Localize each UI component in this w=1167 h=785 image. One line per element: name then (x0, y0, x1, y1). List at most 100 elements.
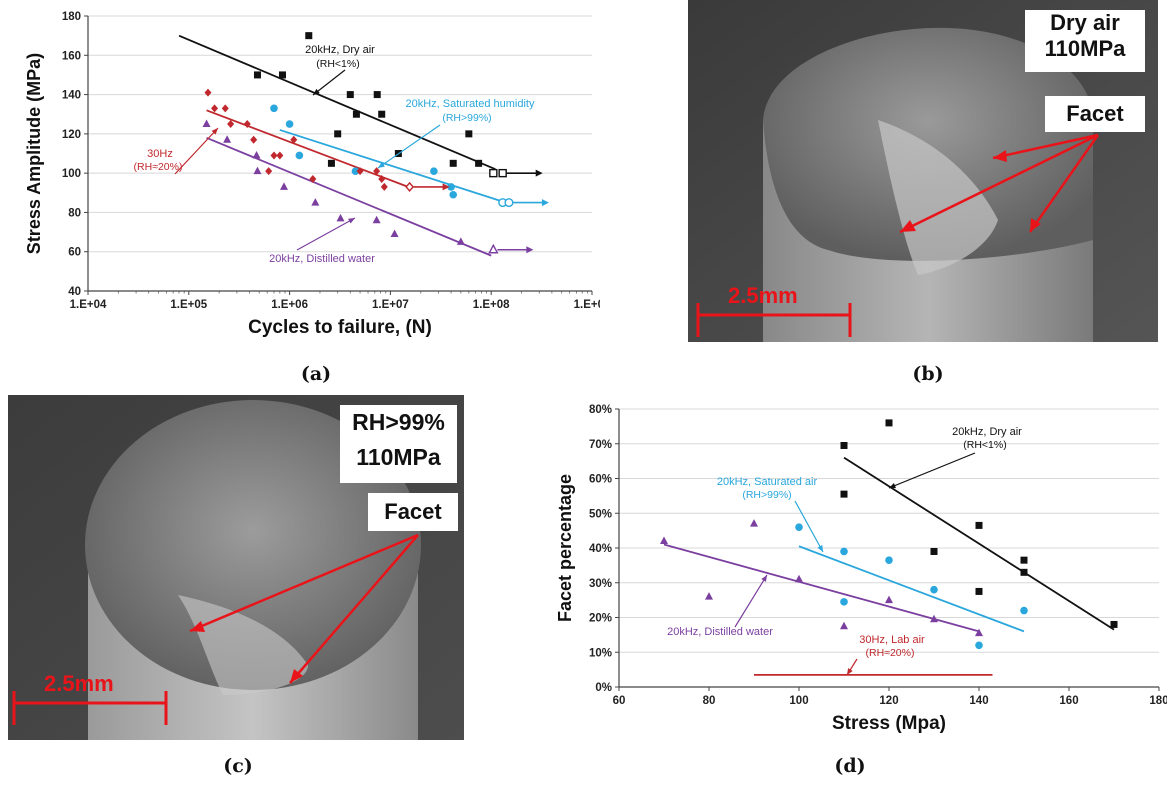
d-point-0 (1020, 568, 1028, 576)
d-xtick-label: 100 (789, 695, 808, 707)
a-point-3 (372, 215, 381, 224)
photo-b-facet-label: Facet (1045, 96, 1145, 132)
d-xlabel: Stress (Mpa) (832, 713, 946, 734)
d-point-2 (795, 574, 803, 583)
a-point-2 (221, 104, 229, 113)
d-ytick-label: 30% (589, 578, 612, 590)
a-point-3 (311, 198, 320, 206)
chart-a-panel: 40 60 80 100 120 140 160 180 1.E+04 1.E+05 1.E+06 1… (0, 0, 610, 350)
a-pointer-dry (312, 69, 346, 96)
a-label-dry: 20kHz, Dry air (305, 44, 375, 56)
a-point-0 (465, 130, 473, 138)
d-pointer-humid-head (817, 545, 823, 552)
a-point-2 (380, 182, 388, 191)
d-xtick-label: 60 (613, 695, 626, 707)
a-pointer-water-head (348, 218, 355, 224)
caption-d: (d) (834, 755, 866, 777)
a-ytick-label: 140 (62, 90, 81, 102)
d-pointer-dry-head (889, 483, 896, 489)
d-xtick-label: 160 (1059, 695, 1078, 707)
a-pointer-lab-head (211, 128, 218, 135)
a-point-2 (378, 175, 386, 184)
a-note-dry: (RH<1%) (316, 58, 359, 70)
a-point-1 (447, 183, 455, 191)
a-point-1 (430, 167, 438, 175)
a-xtick-label: 1.E+08 (473, 299, 510, 311)
photo-b-line1: Dry air (1050, 10, 1120, 35)
photo-b-arrows (696, 133, 1100, 337)
a-point-1 (449, 190, 458, 199)
photo-c-scale-bar-label: 2.5mm (44, 671, 114, 696)
d-xtick-label: 120 (879, 695, 898, 707)
a-ytick-label: 100 (62, 168, 81, 180)
d-xtick-label: 80 (703, 695, 716, 707)
a-point-0 (378, 110, 386, 118)
caption-b: (b) (912, 363, 944, 385)
a-point-1 (295, 151, 304, 160)
a-pointer-humid-head (378, 162, 385, 168)
d-point-1 (840, 547, 848, 556)
a-ytick-label: 80 (68, 207, 81, 219)
a-point-1 (351, 167, 360, 175)
d-point-0 (885, 419, 893, 427)
chart-d-panel: 0% 10% 20% 30% 40% 50% 60% 70% 80% 60 80 100 120 140 1… (555, 395, 1167, 745)
d-note-dry: (RH<1%) (963, 439, 1006, 451)
a-point-3 (390, 229, 399, 238)
a-note-lab: (RH≈20%) (134, 161, 183, 173)
photo-c-fracture-surface: RH>99% 110MPa Facet 2.5mm (8, 395, 464, 740)
a-point-2 (276, 151, 284, 160)
a-point-0 (373, 91, 381, 99)
a-pointer-lab (174, 127, 219, 175)
a-point-0 (346, 91, 354, 99)
a-point-2 (211, 104, 219, 113)
d-ytick-label: 80% (589, 404, 612, 416)
a-ytick-label: 60 (68, 247, 81, 259)
a-point-0 (327, 159, 335, 167)
a-pointer-dry-head (313, 88, 320, 95)
a-runout-point-3 (488, 243, 499, 254)
a-xtick-label: 1.E+09 (574, 299, 600, 311)
d-ytick-label: 0% (595, 682, 612, 694)
a-runout-point-0 (498, 168, 507, 178)
a-ytick-label: 180 (62, 11, 81, 23)
photo-b-line2: 110MPa (1044, 36, 1126, 62)
a-fit-line-3 (206, 136, 492, 257)
a-fit-line-1 (279, 129, 507, 204)
d-ytick-label: 10% (589, 647, 612, 659)
a-fit-line-2 (206, 109, 409, 188)
d-label-water: 20kHz, Distilled water (667, 626, 773, 638)
a-label-lab: 30Hz (147, 148, 173, 160)
a-point-0 (352, 110, 360, 118)
photo-b-fracture-surface: Dry air 110MPa Facet 2.5mm (688, 0, 1158, 342)
d-xtick-label: 140 (969, 695, 988, 707)
d-point-1 (975, 641, 983, 650)
photo-b-scale-bar-label: 2.5mm (728, 283, 798, 308)
a-point-3 (223, 135, 232, 143)
a-xtick-label: 1.E+07 (372, 299, 409, 311)
a-runout-point-2 (405, 181, 415, 192)
d-ytick-label: 50% (589, 508, 612, 520)
a-runout-point-1 (504, 198, 514, 208)
a-xtick-label: 1.E+05 (170, 299, 207, 311)
d-pointer-dry (888, 452, 976, 489)
d-fit-line-0 (843, 456, 1115, 631)
a-point-0 (305, 32, 313, 40)
a-point-2 (227, 120, 235, 129)
a-pointer-humid (377, 124, 441, 169)
a-point-2 (265, 167, 273, 176)
a-point-2 (243, 120, 251, 129)
d-pointer-lab-head (847, 668, 853, 675)
d-point-2 (660, 536, 668, 545)
a-point-0 (449, 159, 457, 167)
d-label-lab: 30Hz, Lab air (859, 634, 925, 646)
a-xlabel: Cycles to failure, (N) (248, 317, 432, 338)
a-pointer-water (296, 217, 356, 251)
d-ytick-label: 40% (589, 543, 612, 555)
d-pointer-water-head (761, 575, 767, 582)
d-point-0 (1110, 620, 1118, 628)
a-runout-arrowhead-2 (442, 183, 450, 191)
photo-c-facet-label: Facet (368, 493, 458, 531)
a-ytick-label: 120 (62, 129, 81, 141)
d-point-1 (1020, 606, 1028, 615)
d-point-2 (930, 614, 938, 623)
